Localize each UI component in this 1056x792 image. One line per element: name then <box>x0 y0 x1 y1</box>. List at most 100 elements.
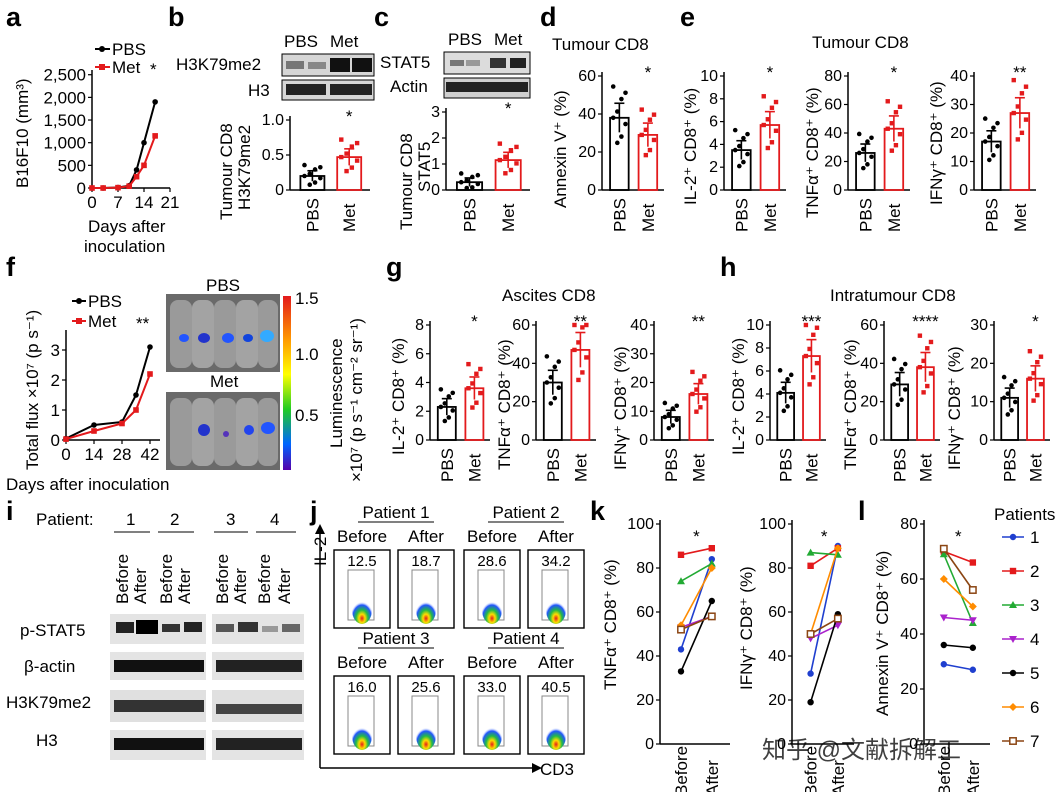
panel-h-2-dot <box>891 382 897 387</box>
panel-g-3-dot <box>662 400 668 406</box>
panel-k-2-patient-5-before <box>807 699 814 706</box>
panel-j-flow-cytometry: IL-2 CD3 Patient 1 Before 12.5 After 18.7 Pat… <box>311 503 585 779</box>
panel-b-xtick-met: Met <box>340 203 359 232</box>
panel-l-patient-7-line <box>943 548 974 591</box>
panel-k-2-patient-4-after <box>833 622 842 630</box>
panel-k-1-patient-7-after <box>707 612 716 621</box>
panel-g-2-dot <box>552 364 558 370</box>
panel-k-1-patient-7-line <box>680 615 713 631</box>
panel-h-3-dot <box>1005 391 1011 396</box>
panel-e-3-dot <box>1011 77 1016 83</box>
panel-j-density <box>482 596 502 624</box>
panel-g-1-dot <box>442 418 448 424</box>
panel-k-2-ytick-label: 80 <box>768 560 786 577</box>
panel-k-1-patient-6-after <box>707 564 716 572</box>
panel-d-significance: * <box>645 63 652 82</box>
panel-f-line-met <box>65 373 151 441</box>
panel-e-3-dot <box>987 134 992 140</box>
panel-d-dot <box>651 112 657 117</box>
panel-e-2-dot <box>885 126 890 131</box>
panel-h-2-dot <box>928 339 934 345</box>
panel-e-1-xtick-met: Met <box>761 203 780 232</box>
panel-j-density <box>352 596 372 624</box>
panel-b-significance: * <box>346 107 353 126</box>
panel-j-patient-title: Patient 4 <box>492 629 559 648</box>
panel-g-2-ytick-label: 60 <box>512 317 530 334</box>
panel-c-xtick-met: Met <box>499 203 518 232</box>
panel-b-ytick-label: 0 <box>275 182 284 199</box>
panel-h-3-dot <box>1035 359 1040 365</box>
panel-b-dot <box>349 165 355 170</box>
panel-g-2-xtick-pbs: PBS <box>544 448 563 482</box>
panel-c-ytick-label: 0 <box>431 182 440 199</box>
panel-l-patient-1-before <box>940 661 947 668</box>
panel-letter-b: b <box>168 2 185 32</box>
panel-h-3-significance: * <box>1032 312 1039 331</box>
panel-h-2-xtick-met: Met <box>916 453 935 482</box>
panel-l-ytick-label: 80 <box>900 516 918 533</box>
panel-f-ylabel: Total flux ×10⁷ (p s⁻¹) <box>23 310 42 470</box>
panel-a-xtick-label: 21 <box>161 193 180 212</box>
panel-g-1-dot <box>446 415 452 420</box>
panel-f-point <box>147 371 153 377</box>
panel-k-1-ytick-label: 40 <box>636 648 654 665</box>
panel-l: Annexin V⁺ CD8⁺ (%) Patients 0 20 40 60 80 Be… <box>873 505 1055 792</box>
panel-f-ytick-label: 0 <box>51 431 60 450</box>
panel-c-dot <box>469 174 475 180</box>
panel-g-3-dot <box>674 417 680 423</box>
panel-e-3-xtick-met: Met <box>1011 203 1030 232</box>
panel-f-met-mice-image <box>166 392 280 470</box>
panel-e-3-dot <box>991 125 996 131</box>
panel-letter-k: k <box>590 496 606 526</box>
panel-l-patient-3-line <box>943 553 974 624</box>
panel-h-3-dot <box>1009 383 1014 388</box>
panel-g-1-dot <box>474 400 479 405</box>
panel-j-patient-title: Patient 1 <box>362 503 429 522</box>
panel-l-patient-4-line <box>943 616 973 622</box>
panel-g-3-dot <box>666 425 672 431</box>
panel-k-2-ytick-label: 20 <box>768 692 786 709</box>
panel-c-ytick-label: 2 <box>431 130 440 147</box>
panel-e-1-dot <box>769 105 775 110</box>
panel-d-ytick-label: 0 <box>587 182 596 199</box>
panel-l-ylabel: Annexin V⁺ CD8⁺ (%) <box>873 551 892 716</box>
panel-j-density <box>482 722 502 750</box>
panel-f-ytick-label: 3 <box>51 341 60 360</box>
panel-c-dot <box>475 172 481 178</box>
panel-letter-h: h <box>720 252 737 282</box>
panel-g-3-dot <box>690 369 695 375</box>
panel-e-3-dot <box>1019 130 1025 136</box>
panel-g-3-dot <box>698 378 703 383</box>
panel-h-1-dot <box>807 382 812 387</box>
panel-k-1-patient-3-line <box>680 562 713 582</box>
panel-h-3-ytick-label: 20 <box>970 355 988 372</box>
panel-k-1-patient-1-before <box>677 646 685 653</box>
panel-a-ytick-label: 1,500 <box>43 111 86 130</box>
panel-b-blot-label-h3k79me2: H3K79me2 <box>176 55 261 74</box>
panel-a-ytick-label: 0 <box>77 179 86 198</box>
panel-g-2-dot <box>580 325 585 330</box>
panel-b-dot <box>349 144 355 149</box>
panel-e-2-dot <box>889 121 895 126</box>
panel-l-patient-6-line <box>943 578 974 608</box>
panel-e-1-ytick-label: 6 <box>709 114 718 131</box>
panel-g-1-dot <box>474 371 479 376</box>
panel-g-1-ytick-label: 4 <box>415 375 424 392</box>
panel-g-3-dot <box>690 391 695 397</box>
panel-a-point <box>141 162 147 169</box>
panel-g-2-dot <box>544 380 550 385</box>
panel-i-condition-before: Before <box>255 554 274 604</box>
panel-e-1-dot <box>732 127 738 133</box>
panel-g-1-dot <box>478 366 483 372</box>
panel-g-3-dot <box>670 423 676 428</box>
panel-h-1-ytick-label: 6 <box>755 363 764 380</box>
panel-k-2-ytick-label: 100 <box>759 516 786 533</box>
panel-e-3-dot <box>1015 137 1021 142</box>
panel-c-blot-label-stat5: STAT5 <box>380 53 430 72</box>
panel-letters: a b c d e f g h i j k l <box>6 2 866 526</box>
panel-l-legend-marker <box>1009 533 1017 541</box>
panel-k-1-patient-7-before <box>677 625 685 634</box>
panel-h-2-dot <box>891 356 897 362</box>
panel-a-ylabel: B16F10 (mm³) <box>13 78 32 188</box>
